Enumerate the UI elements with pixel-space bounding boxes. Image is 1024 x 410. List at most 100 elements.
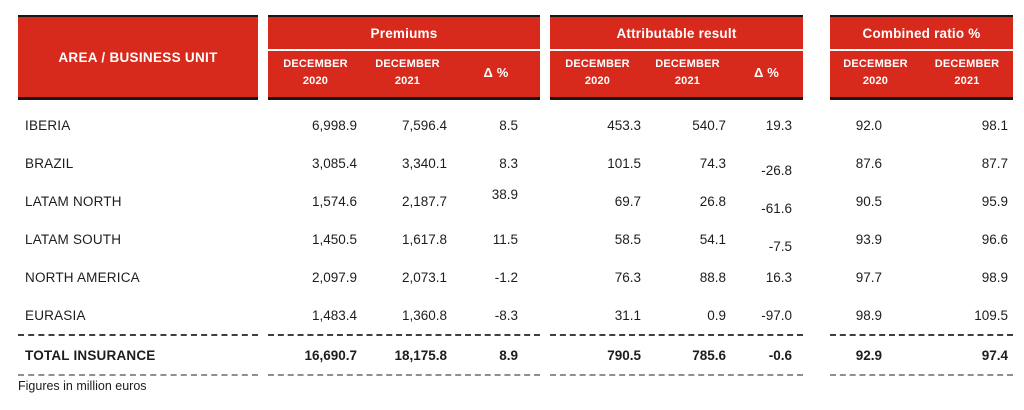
- cell-attributable-col0: 31.1: [614, 307, 641, 323]
- cell-attributable-col1: 88.8: [699, 269, 726, 285]
- table-row: 31.1 0.9 -97.0: [550, 296, 803, 334]
- divider-dashed-bottom: [268, 374, 540, 376]
- total-label: TOTAL INSURANCE: [25, 347, 156, 363]
- divider-dashed-bottom: [830, 374, 1013, 376]
- table-row: 2,097.9 2,073.1 -1.2: [268, 258, 540, 296]
- table-row: 1,574.6 2,187.7 38.9: [268, 182, 540, 220]
- total-premiums-dec-2020: 16,690.7: [304, 347, 357, 363]
- cell-combined-col1: 96.6: [981, 231, 1008, 247]
- cell-combined-col1: 98.1: [981, 117, 1008, 133]
- col-header-combined-dec-2020: DECEMBER 2020: [843, 57, 908, 87]
- cell-premiums-col0: 1,450.5: [311, 231, 357, 247]
- combined-subheaders: DECEMBER 2020 DECEMBER 2021: [830, 51, 1013, 95]
- combined-rows: 92.0 98.1 87.6 87.7 90.5 95.9 93.9 96.6 97.7 98.9…: [830, 106, 1013, 334]
- table-row: LATAM SOUTH: [18, 220, 258, 258]
- area-label: LATAM SOUTH: [25, 231, 122, 247]
- table-row: EURASIA: [18, 296, 258, 334]
- area-header-label: AREA / BUSINESS UNIT: [58, 49, 218, 65]
- divider-dashed-top: [830, 334, 1013, 336]
- cell-attributable-col2: -26.8: [761, 162, 792, 178]
- total-row: 790.5 785.6 -0.6: [550, 336, 803, 374]
- table-row: 3,085.4 3,340.1 8.3: [268, 144, 540, 182]
- total-attributable-delta: -0.6: [768, 347, 792, 363]
- cell-attributable-col1: 0.9: [707, 307, 726, 323]
- premiums-title: Premiums: [268, 17, 540, 51]
- divider-dashed-bottom: [18, 374, 258, 376]
- col-header-premiums-dec-2020: DECEMBER 2020: [283, 57, 348, 87]
- col-header-attributable-dec-2020: DECEMBER 2020: [565, 57, 630, 87]
- total-row: 92.9 97.4: [830, 336, 1013, 374]
- cell-combined-col0: 92.0: [855, 117, 882, 133]
- table-row: 90.5 95.9: [830, 182, 1013, 220]
- section-area-business-unit: AREA / BUSINESS UNIT IBERIA BRAZIL LATAM N…: [18, 15, 258, 376]
- col-header-premiums-delta: Δ %: [483, 64, 509, 80]
- area-label: BRAZIL: [25, 155, 74, 171]
- table-row: 1,450.5 1,617.8 11.5: [268, 220, 540, 258]
- cell-combined-col1: 95.9: [981, 193, 1008, 209]
- cell-combined-col1: 109.5: [974, 307, 1008, 323]
- premiums-rows: 6,998.9 7,596.4 8.5 3,085.4 3,340.1 8.3 1,574.…: [268, 106, 540, 334]
- col-header-combined-dec-2021: DECEMBER 2021: [934, 57, 1000, 87]
- table-row: 69.7 26.8 -61.6: [550, 182, 803, 220]
- table-row: 6,998.9 7,596.4 8.5: [268, 106, 540, 144]
- table-row: 76.3 88.8 16.3: [550, 258, 803, 296]
- table-row: 98.9 109.5: [830, 296, 1013, 334]
- table-row: 453.3 540.7 19.3: [550, 106, 803, 144]
- area-label: EURASIA: [25, 307, 86, 323]
- total-row: 16,690.7 18,175.8 8.9: [268, 336, 540, 374]
- cell-attributable-col2: 19.3: [765, 117, 792, 133]
- divider-dashed-top: [550, 334, 803, 336]
- table-row: BRAZIL: [18, 144, 258, 182]
- cell-premiums-col0: 3,085.4: [311, 155, 357, 171]
- cell-attributable-col0: 76.3: [614, 269, 641, 285]
- attributable-subheaders: DECEMBER 2020 DECEMBER 2021 Δ %: [550, 51, 803, 95]
- total-combined-dec-2021: 97.4: [981, 347, 1008, 363]
- area-label: NORTH AMERICA: [25, 269, 140, 285]
- section-premiums: Premiums DECEMBER 2020 DECEMBER 2021 Δ %…: [268, 15, 540, 376]
- cell-premiums-col1: 1,360.8: [401, 307, 447, 323]
- combined-header-cell: Combined ratio % DECEMBER 2020 DECEMBER …: [830, 15, 1013, 100]
- cell-attributable-col1: 26.8: [699, 193, 726, 209]
- table-row: 92.0 98.1: [830, 106, 1013, 144]
- total-attributable-dec-2020: 790.5: [607, 347, 641, 363]
- table-row: 97.7 98.9: [830, 258, 1013, 296]
- cell-attributable-col2: 16.3: [765, 269, 792, 285]
- attributable-title: Attributable result: [550, 17, 803, 51]
- total-premiums-dec-2021: 18,175.8: [394, 347, 447, 363]
- table-row: LATAM NORTH: [18, 182, 258, 220]
- attributable-rows: 453.3 540.7 19.3 101.5 74.3 -26.8 69.7 26.8 -61.…: [550, 106, 803, 334]
- cell-premiums-col1: 7,596.4: [401, 117, 447, 133]
- cell-attributable-col2: -7.5: [768, 238, 792, 254]
- cell-premiums-col1: 2,187.7: [401, 193, 447, 209]
- cell-premiums-col2: 11.5: [492, 231, 518, 247]
- footnote: Figures in million euros: [18, 379, 147, 393]
- cell-premiums-col2: -1.2: [494, 269, 518, 285]
- total-premiums-delta: 8.9: [499, 347, 518, 363]
- total-row: TOTAL INSURANCE: [18, 336, 258, 374]
- cell-premiums-col2: 8.3: [499, 155, 518, 171]
- cell-premiums-col1: 3,340.1: [401, 155, 447, 171]
- premiums-header-cell: Premiums DECEMBER 2020 DECEMBER 2021 Δ %: [268, 15, 540, 100]
- cell-attributable-col1: 540.7: [692, 117, 726, 133]
- table-row: NORTH AMERICA: [18, 258, 258, 296]
- table-row: 1,483.4 1,360.8 -8.3: [268, 296, 540, 334]
- cell-premiums-col0: 1,483.4: [311, 307, 357, 323]
- table-row: 58.5 54.1 -7.5: [550, 220, 803, 258]
- section-combined-ratio: Combined ratio % DECEMBER 2020 DECEMBER …: [830, 15, 1013, 376]
- combined-title: Combined ratio %: [830, 17, 1013, 51]
- table-row: 101.5 74.3 -26.8: [550, 144, 803, 182]
- total-attributable-dec-2021: 785.6: [692, 347, 726, 363]
- cell-combined-col1: 98.9: [981, 269, 1008, 285]
- cell-attributable-col0: 58.5: [614, 231, 641, 247]
- cell-attributable-col0: 101.5: [607, 155, 641, 171]
- cell-premiums-col0: 2,097.9: [311, 269, 357, 285]
- section-attributable-result: Attributable result DECEMBER 2020 DECEMB…: [550, 15, 803, 376]
- table-row: 93.9 96.6: [830, 220, 1013, 258]
- area-rows: IBERIA BRAZIL LATAM NORTH LATAM SOUTH NORTH …: [18, 106, 258, 334]
- col-header-premiums-dec-2021: DECEMBER 2021: [375, 57, 440, 87]
- cell-premiums-col1: 1,617.8: [401, 231, 447, 247]
- table-row: 87.6 87.7: [830, 144, 1013, 182]
- cell-premiums-col2: 38.9: [491, 186, 518, 202]
- cell-premiums-col2: 8.5: [499, 117, 518, 133]
- cell-combined-col1: 87.7: [981, 155, 1008, 171]
